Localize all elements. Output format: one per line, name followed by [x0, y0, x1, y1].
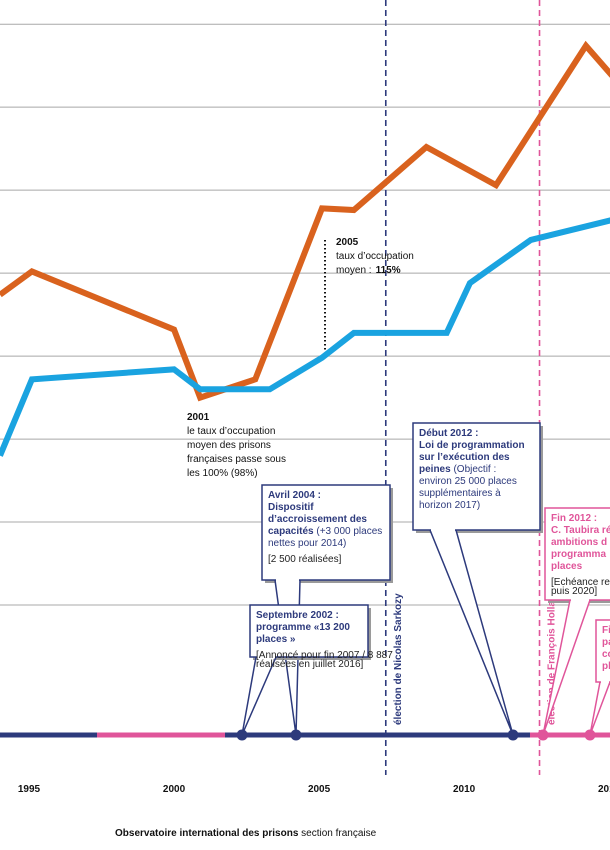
box-heading: d’accroissement des: [268, 514, 367, 525]
box-line: d’accroissement des: [268, 514, 367, 525]
box-line: places: [551, 561, 583, 572]
box-heading: peines: [419, 464, 451, 475]
annotation-text: françaises passe sous: [187, 454, 286, 465]
timeline-dot: [537, 729, 549, 741]
box-line: pa: [602, 637, 610, 648]
box-line: co: [602, 649, 610, 660]
event-label: élection de Nicolas Sarkozy: [393, 593, 404, 725]
box-note: [Annoncé pour fin 2007 / 8 887: [256, 650, 393, 661]
box-note: [2 500 réalisées]: [268, 554, 342, 565]
box-text: (+3 000 places: [314, 526, 383, 537]
box-text: horizon 2017): [419, 500, 480, 511]
box-line: places »: [256, 634, 296, 645]
annotation-text: moyen des prisons: [187, 440, 271, 451]
box-text: environ 25 000 places: [419, 476, 517, 487]
annotation-text: taux d’occupation: [336, 251, 414, 262]
annotation-line: taux d’occupation: [336, 251, 414, 262]
x-tick-label: 2005: [308, 784, 331, 795]
box-text: supplémentaires à: [419, 488, 501, 499]
annotation-line: le taux d’occupation: [187, 426, 275, 437]
box-heading: ambitions d: [551, 537, 607, 548]
timeline-dot: [236, 729, 248, 741]
callout-box: [544, 507, 610, 601]
annotation-line: moyen : 115%: [336, 265, 401, 276]
box-heading: places »: [256, 634, 296, 645]
box-heading: C. Taubira ré: [551, 525, 610, 536]
box-heading: pa: [602, 637, 610, 648]
box-heading: Loi de programmation: [419, 440, 525, 451]
series-line: [0, 217, 610, 457]
annotation-text: le taux d’occupation: [187, 426, 275, 437]
event-label: élection de François Hollande: [547, 583, 558, 725]
footer: Observatoire international des prisons s…: [115, 828, 377, 839]
box-line: Avril 2004 :: [268, 490, 321, 501]
box-heading: programme «13 200: [256, 622, 350, 633]
annotation-line: les 100% (98%): [187, 468, 258, 479]
callout-box: [261, 484, 391, 581]
box-line: peines (Objectif :: [419, 464, 496, 475]
timeline-dot: [584, 729, 596, 741]
box-line: Dispositif: [268, 502, 314, 513]
box-note: puis 2020]: [551, 586, 597, 597]
annotation-year: 2001: [187, 412, 210, 423]
box-note: réalisées en juillet 2016]: [256, 659, 364, 670]
box-line: Loi de programmation: [419, 440, 525, 451]
timeline-dot: [507, 729, 519, 741]
box-heading: Fi: [602, 625, 610, 636]
x-tick-label: 2015: [598, 784, 610, 795]
box-heading: Fin 2012 :: [551, 513, 597, 524]
annotation-line: moyen des prisons: [187, 440, 271, 451]
box-text: nettes pour 2014): [268, 538, 346, 549]
box-heading: pl: [602, 661, 610, 672]
box-line: capacités (+3 000 places: [268, 526, 382, 537]
box-heading: sur l’exécution des: [419, 452, 510, 463]
box-line: Fin 2012 :: [551, 513, 597, 524]
box-line: programma: [551, 549, 606, 560]
series-line: [0, 40, 610, 402]
callout-box: [249, 604, 369, 658]
box-line: sur l’exécution des: [419, 452, 510, 463]
annotation-line: françaises passe sous: [187, 454, 286, 465]
box-line: Fi: [602, 625, 610, 636]
box-heading: Avril 2004 :: [268, 490, 321, 501]
box-line: C. Taubira ré: [551, 525, 610, 536]
footer-normal: section française: [298, 828, 376, 839]
box-heading: capacités: [268, 526, 314, 537]
annotation-year: 2005: [336, 237, 359, 248]
box-line: pl: [602, 661, 610, 672]
box-heading: Dispositif: [268, 502, 314, 513]
annotation-text: les 100% (98%): [187, 468, 258, 479]
box-line: programme «13 200: [256, 622, 350, 633]
box-heading: programma: [551, 549, 606, 560]
x-tick-label: 2010: [453, 784, 476, 795]
callout-box: [595, 619, 610, 683]
box-line: ambitions d: [551, 537, 607, 548]
box-heading: Septembre 2002 :: [256, 610, 339, 621]
annotation-text: moyen :: [336, 265, 372, 276]
box-heading: places: [551, 561, 583, 572]
annotation-value: 115%: [376, 265, 401, 276]
footer-bold: Observatoire international des prisons: [115, 828, 299, 839]
x-tick-label: 1995: [18, 784, 41, 795]
box-line: Début 2012 :: [419, 428, 478, 439]
timeline-dot: [290, 729, 302, 741]
box-text: (Objectif :: [451, 464, 497, 475]
box-line: Septembre 2002 :: [256, 610, 339, 621]
box-heading: Début 2012 :: [419, 428, 478, 439]
callout-box: [412, 422, 541, 531]
box-heading: co: [602, 649, 610, 660]
box-pointer: [589, 681, 610, 736]
box-note: [Echéance repous: [551, 577, 610, 588]
box-pointer: [428, 529, 514, 736]
x-tick-label: 2000: [163, 784, 186, 795]
